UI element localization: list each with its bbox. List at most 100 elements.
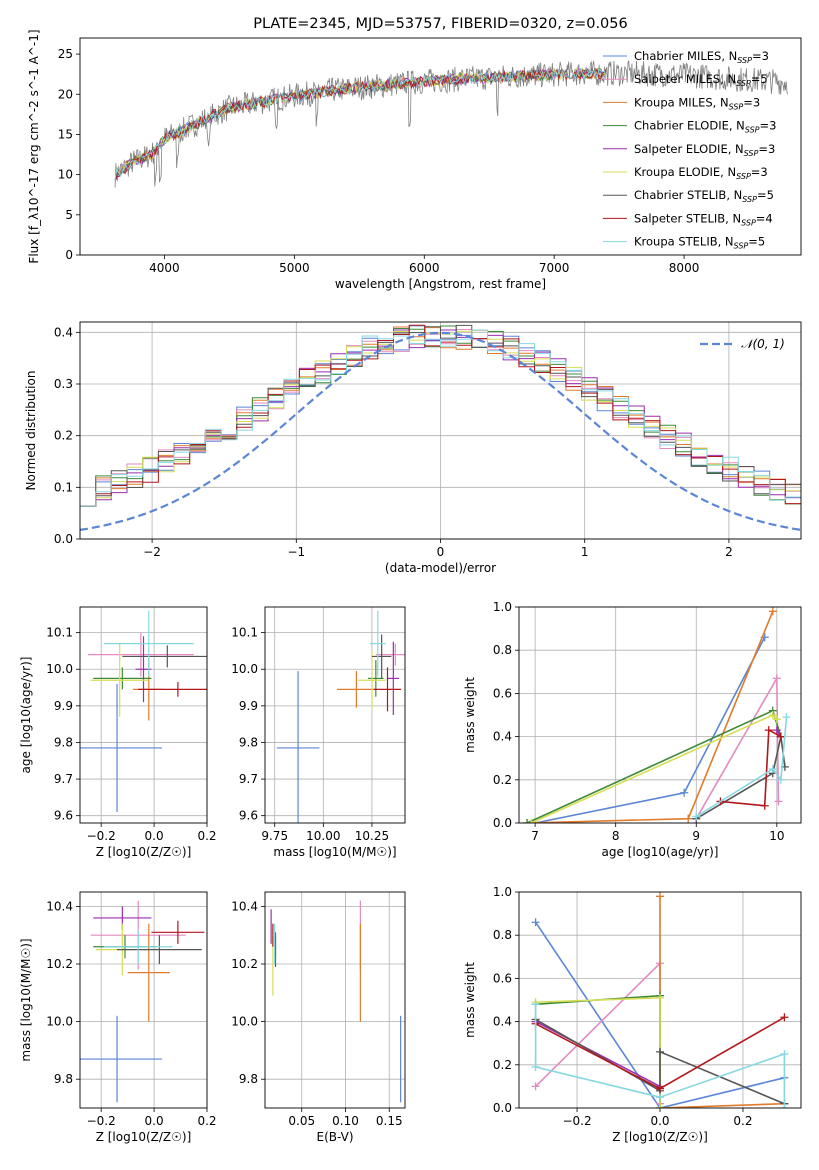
weight-marker: [774, 797, 783, 806]
legend-entry: Kroupa ELODIE, NSSP=3: [634, 165, 768, 181]
weight-marker: [680, 788, 689, 797]
y-tick-label: 25: [58, 47, 73, 61]
y-tick-label: 10.1: [231, 626, 258, 640]
y-tick-label: 0.3: [54, 377, 73, 391]
plot-area: [80, 324, 801, 531]
weight-line: [534, 921, 785, 1108]
x-tick-label: −1: [287, 545, 305, 559]
axes-frame: [79, 891, 208, 1109]
weight-marker: [531, 1062, 540, 1071]
y-tick-label: 10.2: [231, 957, 258, 971]
mass-vs-extinction-panel: 0.05 0.10 0.15 9.8 10.0 10.2 10.4 E(B-V): [231, 891, 406, 1144]
x-tick-label: 4000: [149, 261, 180, 275]
weight-marker: [760, 801, 769, 810]
y-tick-label: 9.8: [239, 1072, 258, 1086]
x-tick-label: 8000: [669, 261, 700, 275]
weight-marker: [768, 765, 777, 773]
x-tick-label: 9: [692, 829, 700, 843]
legend-entry: Chabrier MILES, NSSP=3: [634, 49, 769, 65]
weight-marker: [523, 819, 532, 823]
age-vs-metallicity-panel: −0.2 0.0 0.2 9.6 9.7 9.8 9.9 10.0 10.1 Z [log10(Z…: [19, 606, 217, 859]
weight-vs-metallicity-panel: −0.2 0.0 0.2 0.0 0.2 0.4 0.6 0.8 1.0 Z [log10(Z/Z…: [463, 885, 802, 1144]
plot-area: [531, 892, 789, 1108]
model-spectrum: [114, 67, 607, 181]
y-axis-label: Flux [f_λ10^-17 erg cm^-2 s^-1 A^-1]: [27, 29, 41, 263]
y-tick-label: 9.6: [239, 809, 258, 823]
x-tick-label: 0.0: [650, 1114, 669, 1128]
residual-histogram: [80, 329, 801, 507]
x-tick-label: 2: [725, 545, 733, 559]
y-tick-label: 9.8: [239, 735, 258, 749]
weight-marker: [780, 1050, 789, 1058]
y-tick-label: 15: [58, 127, 73, 141]
x-axis-label: wavelength [Angstrom, rest frame]: [335, 277, 546, 291]
y-tick-label: 0.0: [493, 1101, 512, 1115]
weight-marker: [656, 993, 664, 1002]
axes-frame: [79, 37, 802, 256]
x-tick-label: 0.2: [197, 1114, 216, 1128]
y-tick-label: 10.4: [46, 899, 73, 913]
weight-marker: [780, 1104, 789, 1108]
legend-entry: Salpeter STELIB, NSSP=4: [634, 211, 773, 227]
weight-marker: [527, 819, 536, 823]
axes-frame: [79, 606, 208, 824]
y-tick-label: 0.0: [493, 816, 512, 830]
y-tick-label: 0.8: [493, 928, 512, 942]
y-tick-label: 9.8: [54, 735, 73, 749]
y-tick-label: 9.8: [54, 1072, 73, 1086]
axes-frame: [264, 891, 406, 1109]
y-tick-label: 10: [58, 168, 73, 182]
x-tick-label: 0.0: [145, 1114, 164, 1128]
y-tick-label: 10.0: [46, 1015, 73, 1029]
y-tick-label: 1.0: [493, 885, 512, 899]
spectrum-panel: 4000 5000 6000 7000 8000 0 5 10 15 20 25 wavelength…: [27, 16, 802, 291]
x-tick-label: −0.2: [87, 1114, 116, 1128]
weight-marker: [656, 1093, 664, 1102]
y-tick-label: 10.4: [231, 899, 258, 913]
y-tick-label: 0.2: [493, 773, 512, 787]
legend-entry: Chabrier ELODIE, NSSP=3: [634, 119, 776, 135]
weight-line: [695, 736, 786, 820]
residual-distribution-panel: −2 −1 0 1 2 0.0 0.1 0.2 0.3 0.4 (data-model)/error…: [24, 321, 802, 575]
x-axis-label: mass [log10(M/M☉)]: [273, 845, 396, 859]
y-tick-label: 0.4: [54, 325, 73, 339]
y-tick-label: 0.6: [493, 686, 512, 700]
x-tick-label: 0.05: [288, 1114, 315, 1128]
y-axis-label: age [log10(age/yr)]: [19, 657, 33, 774]
x-tick-label: 8: [612, 829, 620, 843]
weight-marker: [764, 726, 773, 735]
y-tick-label: 0.0: [54, 532, 73, 546]
weight-marker: [768, 711, 777, 719]
y-tick-label: 10.0: [46, 662, 73, 676]
y-tick-label: 9.6: [54, 809, 73, 823]
weight-marker: [531, 1000, 540, 1009]
legend-entry: 𝒩(0, 1): [741, 337, 785, 351]
weight-marker: [656, 1084, 664, 1093]
weight-vs-age-panel: 7 8 9 10 0.0 0.2 0.4 0.6 0.8 1.0 age [log10(age/yr…: [463, 600, 802, 859]
y-tick-label: 9.9: [239, 699, 258, 713]
x-tick-label: 10.25: [355, 829, 389, 843]
weight-marker: [782, 713, 791, 722]
weight-line: [535, 1020, 661, 1088]
weight-marker: [656, 892, 664, 901]
y-tick-label: 0.4: [493, 730, 512, 744]
weight-marker: [692, 812, 701, 821]
x-tick-label: 9.75: [261, 829, 288, 843]
plot-area: [80, 610, 207, 813]
weight-line: [659, 896, 785, 1108]
axes-frame: [518, 891, 802, 1109]
y-tick-label: 0.2: [54, 429, 73, 443]
x-tick-label: 0.15: [376, 1114, 403, 1128]
y-tick-label: 10.1: [46, 626, 73, 640]
age-vs-mass-panel: 9.75 10.00 10.25 9.6 9.7 9.8 9.9 10.0 10.1 mass […: [231, 606, 406, 859]
weight-line: [695, 717, 788, 818]
weight-line: [720, 728, 782, 807]
y-tick-label: 0.1: [54, 480, 73, 494]
x-tick-label: 0: [437, 545, 445, 559]
weight-line: [530, 714, 778, 823]
weight-marker: [656, 1047, 664, 1056]
x-tick-label: −2: [143, 545, 161, 559]
x-tick-label: 7000: [539, 261, 570, 275]
y-tick-label: 0.2: [493, 1058, 512, 1072]
